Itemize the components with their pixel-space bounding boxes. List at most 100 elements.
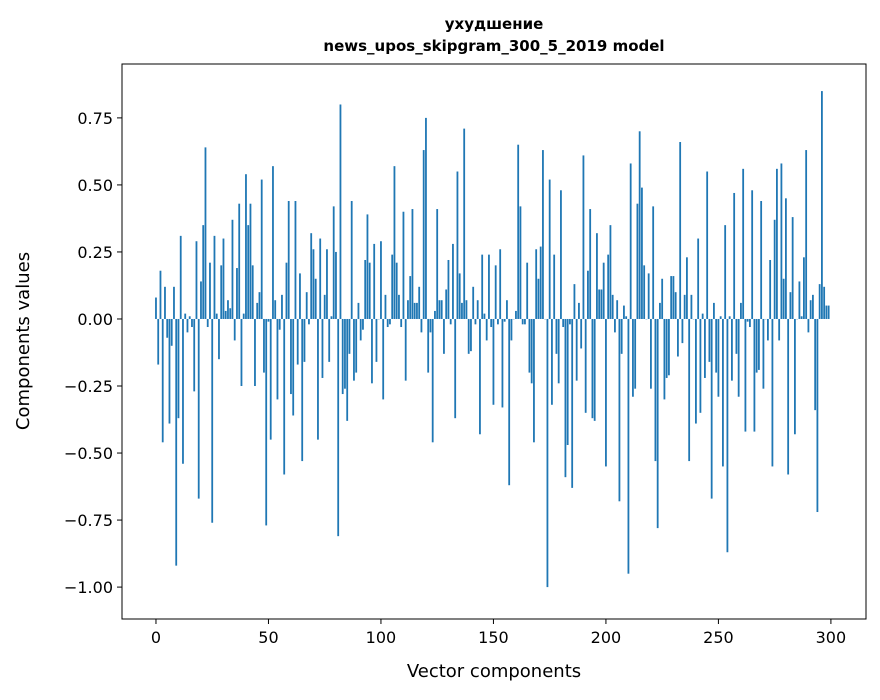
y-tick-label: −0.25 bbox=[64, 377, 113, 396]
bar-280 bbox=[785, 198, 787, 319]
bar-297 bbox=[823, 287, 825, 319]
bar-185 bbox=[571, 319, 573, 488]
bar-133 bbox=[454, 319, 456, 418]
bar-119 bbox=[423, 150, 425, 319]
bar-199 bbox=[603, 263, 605, 319]
bar-69 bbox=[310, 233, 312, 319]
bar-193 bbox=[589, 209, 591, 319]
bar-237 bbox=[688, 319, 690, 461]
bar-213 bbox=[634, 319, 636, 389]
y-tick-label: 0.50 bbox=[77, 176, 113, 195]
bar-137 bbox=[463, 129, 465, 319]
bar-132 bbox=[452, 244, 454, 319]
bar-128 bbox=[443, 319, 445, 354]
bar-272 bbox=[767, 319, 769, 340]
bar-49 bbox=[265, 319, 267, 525]
bar-210 bbox=[628, 319, 630, 574]
bar-152 bbox=[497, 319, 499, 324]
bar-111 bbox=[405, 319, 407, 381]
chart-title-line1: ухудшение bbox=[445, 15, 544, 33]
bar-3 bbox=[162, 319, 164, 442]
bar-10 bbox=[178, 319, 180, 418]
bar-43 bbox=[252, 265, 254, 319]
bar-32 bbox=[227, 300, 229, 319]
bar-90 bbox=[358, 303, 360, 319]
bar-245 bbox=[706, 172, 708, 319]
bar-277 bbox=[778, 319, 780, 340]
bar-80 bbox=[335, 252, 337, 319]
bar-30 bbox=[223, 239, 225, 319]
bar-293 bbox=[814, 319, 816, 410]
bar-62 bbox=[295, 201, 297, 319]
chart-title-line2: news_upos_skipgram_300_5_2019 model bbox=[323, 37, 664, 55]
bar-165 bbox=[526, 263, 528, 319]
bar-153 bbox=[499, 249, 501, 319]
bar-55 bbox=[279, 319, 281, 330]
bar-145 bbox=[481, 255, 483, 319]
bar-294 bbox=[817, 319, 819, 512]
bar-275 bbox=[774, 220, 776, 319]
bar-83 bbox=[342, 319, 344, 394]
bar-247 bbox=[711, 319, 713, 499]
bar-273 bbox=[769, 260, 771, 319]
bar-9 bbox=[175, 319, 177, 566]
bar-23 bbox=[207, 319, 209, 327]
bar-89 bbox=[355, 319, 357, 373]
bar-25 bbox=[211, 319, 213, 523]
bar-48 bbox=[263, 319, 265, 373]
bar-211 bbox=[630, 163, 632, 319]
bar-35 bbox=[234, 319, 236, 340]
bar-167 bbox=[531, 319, 533, 383]
bar-19 bbox=[198, 319, 200, 499]
bar-57 bbox=[283, 319, 285, 475]
bar-252 bbox=[722, 319, 724, 466]
bar-29 bbox=[220, 265, 222, 319]
bar-59 bbox=[288, 201, 290, 319]
bar-192 bbox=[587, 271, 589, 319]
bar-154 bbox=[502, 319, 504, 407]
bar-175 bbox=[549, 180, 551, 319]
bar-14 bbox=[187, 319, 189, 332]
bar-267 bbox=[756, 319, 758, 373]
bar-204 bbox=[614, 319, 616, 332]
bar-206 bbox=[619, 319, 621, 501]
bar-125 bbox=[436, 209, 438, 319]
bar-296 bbox=[821, 91, 823, 319]
bar-60 bbox=[290, 319, 292, 394]
bar-58 bbox=[286, 263, 288, 319]
bar-6 bbox=[169, 319, 171, 424]
bar-0 bbox=[155, 298, 157, 319]
bar-234 bbox=[682, 319, 684, 343]
bar-287 bbox=[801, 316, 803, 319]
bar-298 bbox=[826, 306, 828, 319]
bar-228 bbox=[668, 319, 670, 375]
bar-260 bbox=[740, 303, 742, 319]
bar-226 bbox=[664, 319, 666, 399]
bar-110 bbox=[403, 212, 405, 319]
bar-190 bbox=[583, 155, 585, 319]
bar-11 bbox=[180, 236, 182, 319]
bar-182 bbox=[565, 319, 567, 477]
bar-269 bbox=[760, 201, 762, 319]
bar-166 bbox=[529, 319, 531, 373]
bar-93 bbox=[364, 260, 366, 319]
bar-54 bbox=[277, 319, 279, 399]
x-tick-label: 0 bbox=[151, 628, 161, 647]
bar-130 bbox=[448, 260, 450, 319]
bar-197 bbox=[598, 289, 600, 318]
bar-191 bbox=[585, 319, 587, 413]
bar-284 bbox=[794, 319, 796, 434]
bar-100 bbox=[380, 241, 382, 319]
bar-73 bbox=[319, 239, 321, 319]
bar-242 bbox=[700, 319, 702, 413]
x-tick-label: 250 bbox=[703, 628, 734, 647]
bar-106 bbox=[394, 166, 396, 319]
bar-219 bbox=[648, 273, 650, 319]
bar-270 bbox=[763, 319, 765, 389]
bar-248 bbox=[713, 303, 715, 319]
bars-group bbox=[155, 91, 829, 587]
bar-243 bbox=[702, 314, 704, 319]
bar-189 bbox=[580, 319, 582, 348]
bar-244 bbox=[704, 319, 706, 378]
bar-16 bbox=[191, 319, 193, 327]
